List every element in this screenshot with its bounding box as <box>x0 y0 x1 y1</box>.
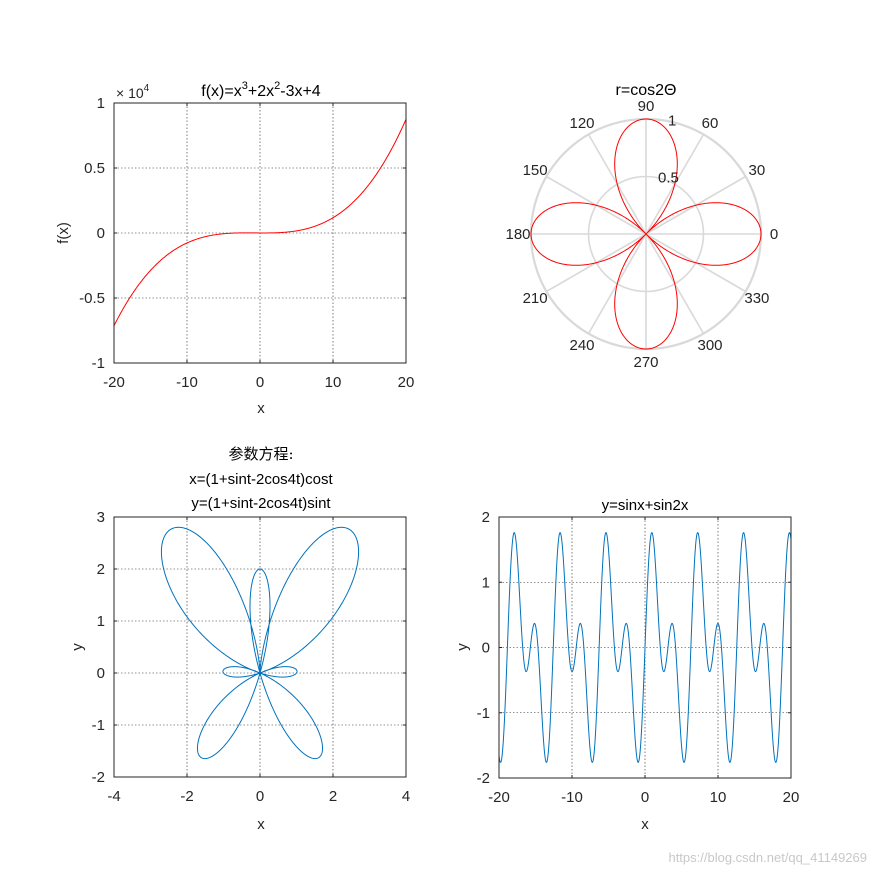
y-tick-label: 2 <box>482 509 490 526</box>
r-tick-label: 1 <box>668 113 676 130</box>
subplot-cubic: -20 -10 0 10 20-1-0.500.51 f(x)=x3+2x2-3x+4 … <box>55 80 414 417</box>
rose-curve <box>530 118 762 350</box>
x-tick-label: 2 <box>329 788 337 805</box>
theta-tick-label: 300 <box>697 337 722 354</box>
chart-title: y=sinx+sin2x <box>602 497 689 514</box>
y-tick-label: 1 <box>97 95 105 112</box>
theta-tick-label: 270 <box>633 354 658 371</box>
theta-tick-label: 0 <box>770 226 778 243</box>
chart-title: f(x)=x3+2x2-3x+4 <box>201 80 321 100</box>
y-axis-label: y <box>454 643 471 651</box>
theta-tick-label: 150 <box>523 162 548 179</box>
y-tick-label: 0 <box>97 225 105 242</box>
x-axis-label: x <box>257 400 265 417</box>
y-tick-label: -1 <box>92 355 105 372</box>
r-tick-label: 0.5 <box>658 169 679 186</box>
x-tick-label: 20 <box>783 789 800 806</box>
x-tick-label: 20 <box>398 374 415 391</box>
x-tick-label: -4 <box>107 788 120 805</box>
x-tick-label: 0 <box>256 788 264 805</box>
theta-tick-label: 210 <box>523 290 548 307</box>
chart-title-line-3: y=(1+sint-2cos4t)sint <box>191 495 331 512</box>
x-axis-label: x <box>257 816 265 833</box>
theta-tick-label: 180 <box>505 226 530 243</box>
sine-curve <box>498 532 792 763</box>
tick-marks: -20 -10 0 10 20 -1 -0.5 0 0.5 1 <box>79 95 414 391</box>
y-tick-label: 2 <box>97 561 105 578</box>
polar-labels: 0 30 60 90 120 150 180 210 240 270 300 330 0.5 1 <box>505 98 778 371</box>
chart-title: r=cos2Θ <box>616 82 677 99</box>
theta-tick-label: 330 <box>744 290 769 307</box>
x-tick-label: 0 <box>256 374 264 391</box>
y-tick-label: 0.5 <box>84 160 105 177</box>
grid-lines <box>114 517 406 777</box>
y-tick-label: -1 <box>477 705 490 722</box>
y-tick-label: 3 <box>97 509 105 526</box>
watermark: https://blog.csdn.net/qq_41149269 <box>668 850 867 865</box>
theta-tick-label: 30 <box>749 162 766 179</box>
x-tick-label: 4 <box>402 788 410 805</box>
theta-tick-label: 90 <box>638 98 655 115</box>
y-exponent-label: × 104 <box>116 83 150 101</box>
subplot-polar: 0 30 60 90 120 150 180 210 240 270 300 330 0.5 1 r=co… <box>505 82 778 371</box>
x-tick-label: 0 <box>641 789 649 806</box>
y-tick-label: 0 <box>482 640 490 657</box>
y-axis-label: f(x) <box>55 222 72 244</box>
y-tick-label: 1 <box>482 574 490 591</box>
y-tick-label: -0.5 <box>79 290 105 307</box>
y-tick-label: -2 <box>477 770 490 787</box>
y-tick-label: 1 <box>97 613 105 630</box>
x-tick-label: -20 <box>488 789 510 806</box>
theta-tick-label: 60 <box>702 115 719 132</box>
x-tick-label: 10 <box>325 374 342 391</box>
y-tick-label: 0 <box>97 665 105 682</box>
theta-tick-label: 120 <box>569 115 594 132</box>
x-tick-label: -20 <box>103 374 125 391</box>
chart-title-line-2: x=(1+sint-2cos4t)cost <box>189 471 333 488</box>
y-tick-label: -1 <box>92 717 105 734</box>
x-tick-label: -10 <box>561 789 583 806</box>
chart-title-line-1: 参数方程: <box>228 445 293 463</box>
cubic-curve <box>113 119 407 326</box>
theta-tick-label: 240 <box>569 337 594 354</box>
x-tick-label: -10 <box>176 374 198 391</box>
x-tick-label: -2 <box>180 788 193 805</box>
parametric-curve <box>160 526 360 760</box>
x-axis-label: x <box>641 816 649 833</box>
y-axis-label: y <box>69 643 86 651</box>
y-tick-label: -2 <box>92 769 105 786</box>
x-tick-label: 10 <box>710 789 727 806</box>
